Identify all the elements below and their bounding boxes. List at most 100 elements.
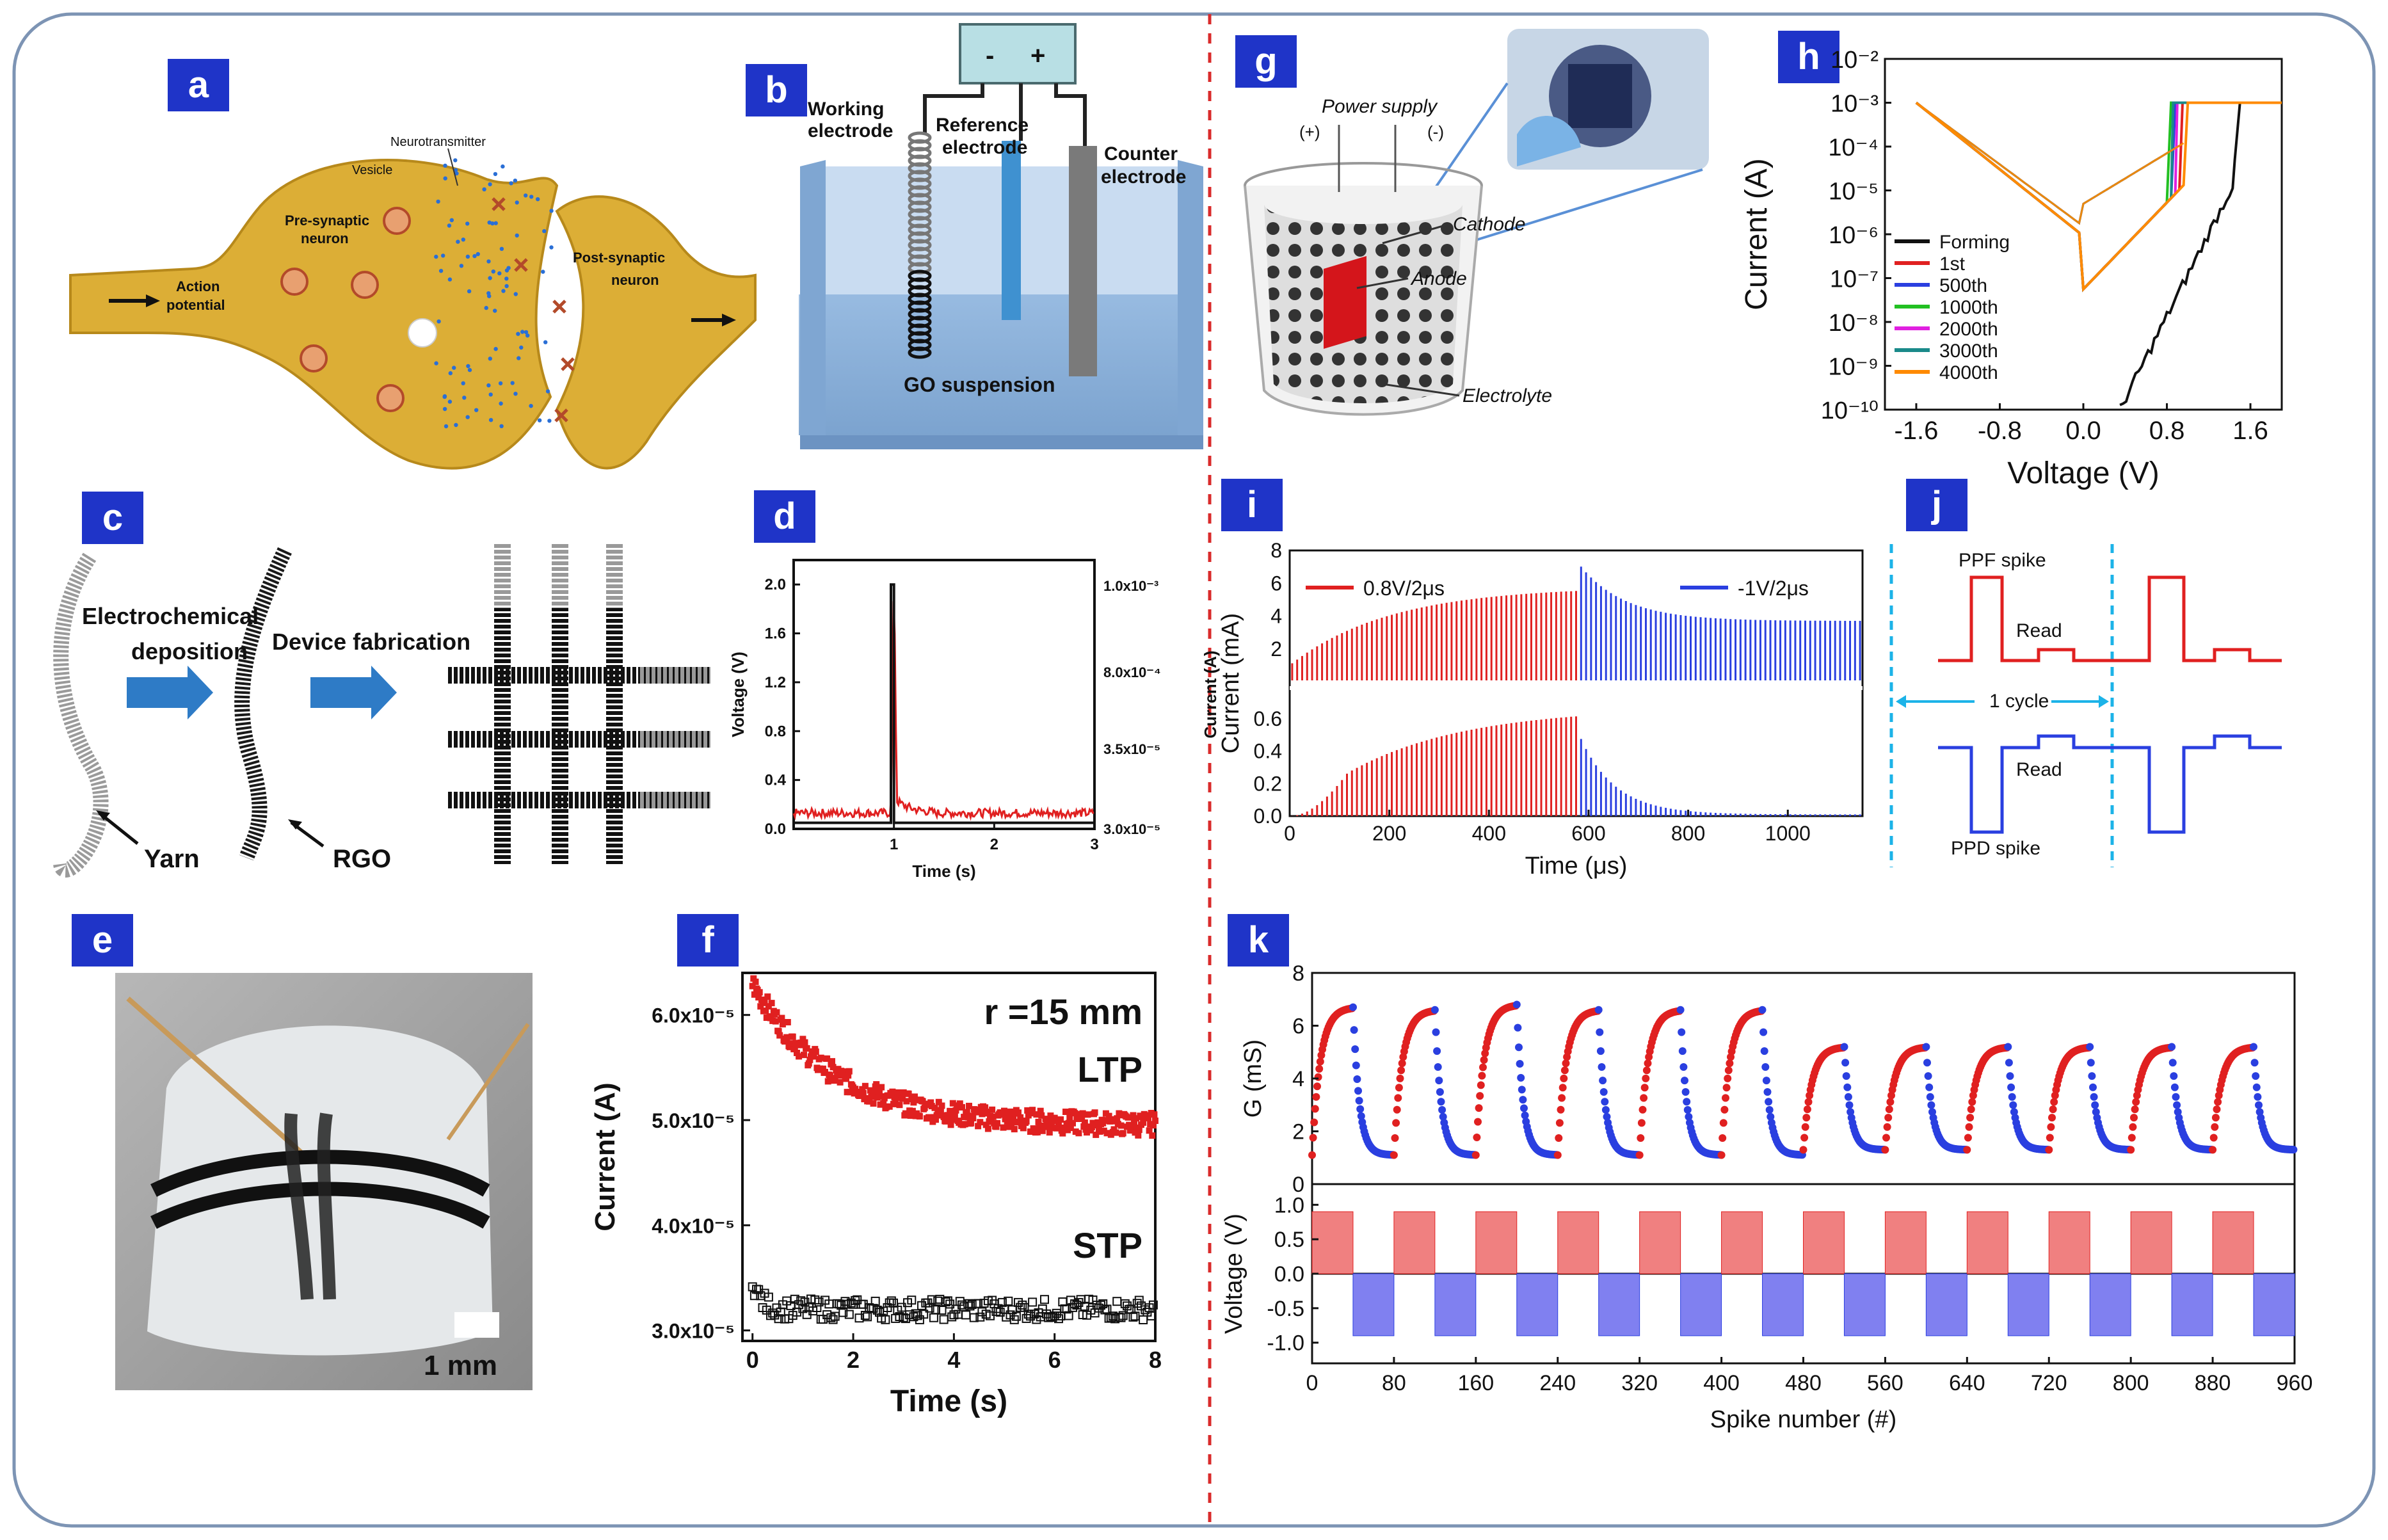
ltp-point xyxy=(1075,1130,1082,1137)
svg-text:electrode: electrode xyxy=(942,137,1027,158)
potentiation-series xyxy=(2045,1043,2093,1154)
cycle-series xyxy=(1915,101,2282,293)
neurotransmitter-dot xyxy=(520,330,525,334)
ltp-point xyxy=(1046,1129,1053,1136)
g-point xyxy=(2214,1098,2222,1106)
g-point xyxy=(1437,1098,1445,1106)
stp-point xyxy=(1134,1295,1144,1305)
svg-text:Vesicle: Vesicle xyxy=(352,163,392,177)
ltp-point xyxy=(1119,1130,1126,1137)
g-point xyxy=(1884,1114,1893,1122)
g-point xyxy=(1762,1077,1770,1085)
y-tick-label: 0.4 xyxy=(1254,740,1282,763)
x-tick-label: 200 xyxy=(1372,822,1406,845)
g-point xyxy=(1349,1003,1357,1011)
g-point xyxy=(1516,1060,1524,1068)
negative-pulse xyxy=(1434,1273,1477,1336)
y-tick-label: 6.0x10⁻⁵ xyxy=(652,1004,735,1027)
depression-series xyxy=(2168,1043,2216,1154)
g-point xyxy=(2010,1108,2018,1116)
ltp-point xyxy=(966,1102,972,1109)
potentiation-series xyxy=(1308,1004,1356,1159)
g-point xyxy=(1555,1119,1564,1127)
g-point xyxy=(1966,1114,1975,1122)
y-tick-label: 4.0x10⁻⁵ xyxy=(652,1214,735,1237)
g-point xyxy=(1763,1088,1772,1096)
x-tick-label: 1000 xyxy=(1765,822,1811,845)
ltp-point xyxy=(1070,1119,1076,1127)
neurotransmitter-dot xyxy=(465,221,470,226)
y2-tick-label: 1.0x10⁻³ xyxy=(1103,578,1158,594)
g-point xyxy=(1397,1066,1406,1075)
g-point xyxy=(1471,1151,1480,1159)
neurotransmitter-dot xyxy=(488,276,492,280)
y-tick-label: 0.0 xyxy=(765,821,786,838)
ltp-point xyxy=(1084,1111,1091,1118)
g-point xyxy=(1432,1028,1440,1036)
g-point xyxy=(2005,1059,2013,1067)
ltp-point xyxy=(1149,1132,1156,1139)
g-point xyxy=(1803,1105,1811,1114)
legend-label: 3000th xyxy=(1939,341,1998,362)
g-point xyxy=(1968,1098,1976,1106)
ltp-point xyxy=(1116,1112,1123,1119)
svg-text:Neurotransmitter: Neurotransmitter xyxy=(390,135,486,149)
svg-text:electrode: electrode xyxy=(1101,166,1186,188)
ltp-point xyxy=(1131,1118,1137,1125)
stp-point xyxy=(870,1296,880,1306)
ltp-point xyxy=(1039,1127,1046,1134)
ltp-point xyxy=(829,1064,837,1071)
ltp-point xyxy=(876,1089,883,1096)
x-tick-label: 400 xyxy=(1703,1371,1740,1395)
panel-c: c Electrochemical deposition Device fabr… xyxy=(53,492,710,878)
g-point xyxy=(1759,1028,1768,1036)
g-point xyxy=(1398,1059,1406,1068)
g-point xyxy=(1596,1028,1604,1036)
g-point xyxy=(1390,1151,1398,1159)
ltp-point xyxy=(1145,1114,1151,1121)
neurotransmitter-dot xyxy=(447,277,453,282)
ltp-point xyxy=(947,1121,954,1128)
x-tick-label: 320 xyxy=(1621,1371,1658,1395)
positive-pulse xyxy=(2130,1211,2172,1274)
y-tick-label: 8 xyxy=(1292,961,1304,986)
ltp-point xyxy=(845,1072,852,1079)
x-tick-label: 0 xyxy=(1306,1371,1318,1395)
ltp-point xyxy=(984,1125,991,1132)
neurotransmitter-dot xyxy=(484,305,488,310)
g-point xyxy=(1433,1047,1441,1055)
g-point xyxy=(2250,1043,2257,1051)
y2-axis-label: Current (A) xyxy=(1201,650,1220,738)
cycle-series xyxy=(1915,101,2282,293)
ltp-point xyxy=(961,1121,968,1128)
g-point xyxy=(1473,1134,1481,1141)
ltp-point xyxy=(889,1088,896,1095)
ltp-point xyxy=(1004,1118,1011,1125)
y-tick-label: -0.5 xyxy=(1267,1297,1304,1321)
stp-series xyxy=(748,1282,1158,1324)
g-point xyxy=(2254,1093,2262,1101)
negative-pulse xyxy=(1516,1273,1559,1336)
y-tick-label: 5.0x10⁻⁵ xyxy=(652,1109,735,1132)
g-point xyxy=(2255,1101,2263,1109)
x-axis-label: Spike number (#) xyxy=(1710,1406,1896,1433)
yarn xyxy=(53,552,109,878)
stp-point xyxy=(997,1297,1007,1307)
depression-series xyxy=(1349,1003,1397,1159)
ltp-point xyxy=(926,1114,933,1121)
svg-text:Anode: Anode xyxy=(1410,268,1467,289)
stp-point xyxy=(975,1312,985,1322)
x-tick-label: 600 xyxy=(1571,822,1605,845)
panel-a: a Neurotransmitter Vesicle Pre-synaptic … xyxy=(69,59,757,470)
y-tick-label: 0 xyxy=(1292,1173,1304,1197)
ltp-point xyxy=(902,1110,909,1117)
x-tick-label: -1.6 xyxy=(1894,417,1938,445)
negative-pulse xyxy=(2171,1273,2213,1336)
y-tick-label: 10⁻⁴ xyxy=(1828,134,1879,161)
g-point xyxy=(2127,1146,2135,1154)
svg-text:Counter: Counter xyxy=(1104,143,1178,164)
g-point xyxy=(2173,1101,2181,1109)
ltp-point xyxy=(1017,1114,1024,1121)
g-point xyxy=(1722,1084,1731,1092)
ltp-point xyxy=(1096,1128,1103,1135)
